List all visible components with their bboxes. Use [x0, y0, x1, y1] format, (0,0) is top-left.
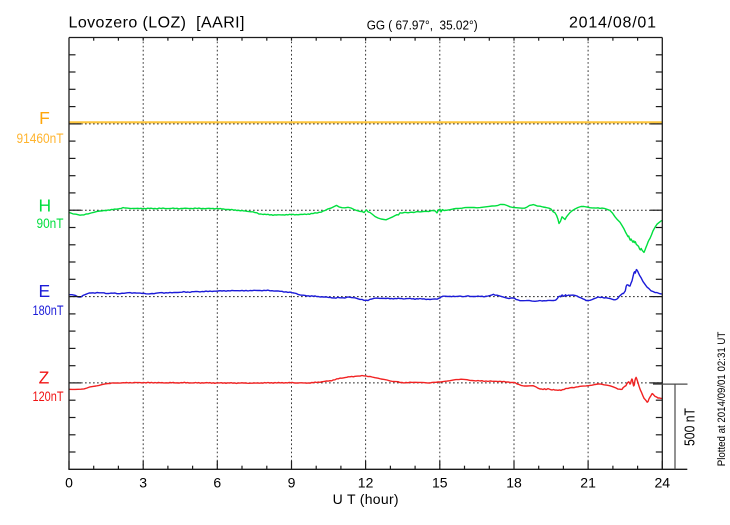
- svg-text:GG ( 67.97°, 35.02°): GG ( 67.97°, 35.02°): [367, 17, 478, 32]
- svg-text:24: 24: [655, 474, 671, 490]
- svg-text:E: E: [38, 281, 50, 301]
- svg-text:F: F: [39, 108, 50, 128]
- svg-text:Lovozero (LOZ) [AARI]: Lovozero (LOZ) [AARI]: [69, 14, 245, 31]
- svg-text:500 nT: 500 nT: [683, 408, 699, 446]
- svg-text:H: H: [38, 195, 51, 215]
- svg-text:15: 15: [432, 474, 448, 490]
- svg-text:6: 6: [213, 474, 221, 490]
- svg-text:120nT: 120nT: [33, 389, 64, 404]
- svg-text:18: 18: [506, 474, 522, 490]
- svg-text:3: 3: [139, 474, 147, 490]
- svg-text:90nT: 90nT: [37, 216, 64, 231]
- svg-text:180nT: 180nT: [33, 303, 64, 318]
- svg-text:91460nT: 91460nT: [17, 131, 64, 146]
- svg-text:Plotted at 2014/09/01 02:31 UT: Plotted at 2014/09/01 02:31 UT: [716, 331, 728, 466]
- svg-text:12: 12: [358, 474, 374, 490]
- svg-text:2014/08/01: 2014/08/01: [569, 14, 656, 31]
- svg-text:0: 0: [65, 474, 73, 490]
- svg-text:9: 9: [288, 474, 296, 490]
- svg-text:U T (hour): U T (hour): [333, 491, 399, 507]
- svg-text:Z: Z: [39, 368, 50, 388]
- svg-text:21: 21: [580, 474, 596, 490]
